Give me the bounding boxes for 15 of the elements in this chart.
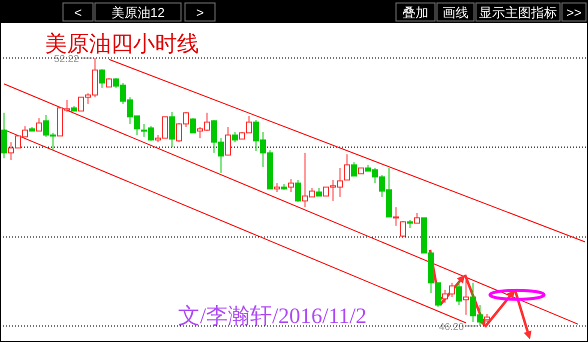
- annotation: 52.22: [54, 54, 80, 66]
- button: >: [184, 2, 216, 22]
- button: 美原油12: [94, 2, 182, 22]
- button: 显示主图指标: [476, 2, 560, 22]
- button: 叠加: [396, 2, 436, 22]
- note: 52.22: [54, 54, 92, 66]
- candlestick: [168, 111, 176, 148]
- candlestick: [462, 276, 470, 316]
- annotation: 46.20: [438, 322, 464, 333]
- button: 画线: [436, 2, 474, 22]
- annotation: 文/李瀚轩/2016/11/2: [178, 303, 367, 328]
- note: 46.20: [438, 322, 478, 333]
- button: >>: [562, 2, 586, 22]
- button: <: [62, 2, 94, 22]
- chart-title: 美原油四小时线: [45, 31, 199, 56]
